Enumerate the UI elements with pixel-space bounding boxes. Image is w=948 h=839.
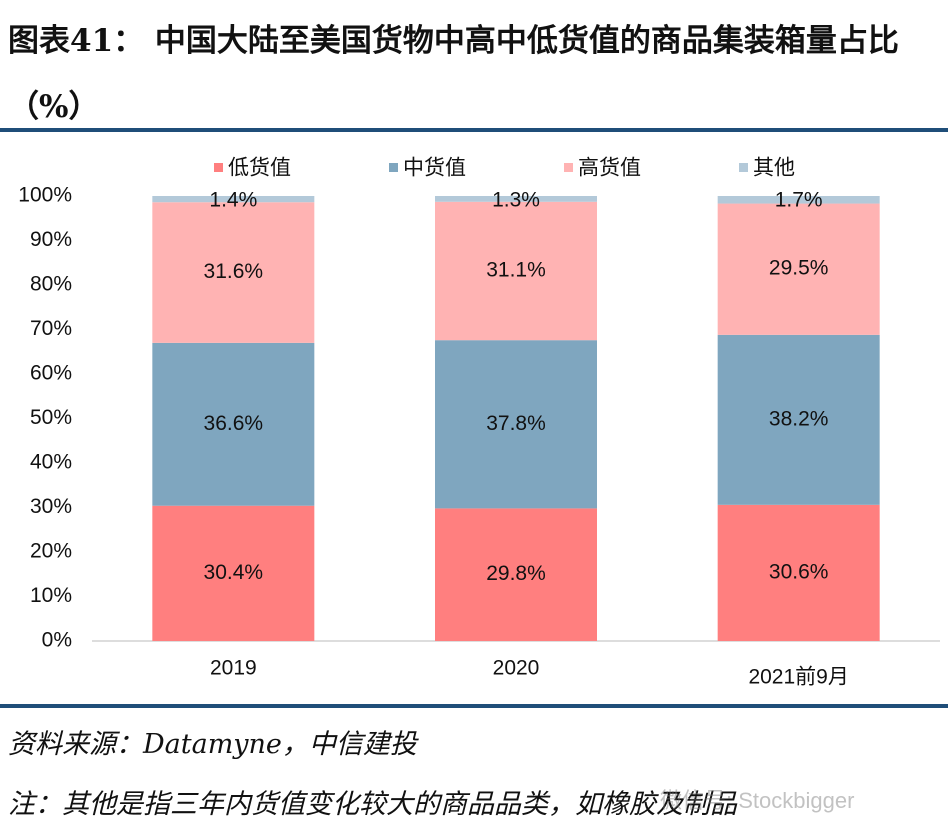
x-tick-label: 2020 [493, 657, 540, 680]
y-tick-label: 10% [30, 584, 72, 607]
legend-swatch [214, 163, 223, 172]
legend-label: 高货值 [578, 157, 641, 180]
legend-swatch [739, 163, 748, 172]
y-tick-label: 20% [30, 540, 72, 563]
y-tick-label: 100% [18, 184, 72, 207]
value-label: 38.2% [769, 407, 829, 430]
bar-segment [435, 196, 597, 202]
y-tick-label: 40% [30, 451, 72, 474]
legend-swatch [564, 163, 573, 172]
value-label: 30.6% [769, 560, 829, 583]
value-label: 36.6% [204, 412, 264, 435]
value-label: 31.1% [486, 259, 546, 282]
bar-segment [152, 342, 315, 506]
chart-title: 图表41： 中国大陆至美国货物中高中低货值的商品集装箱量占比（%） [8, 23, 899, 125]
bar-segment [717, 504, 880, 641]
bar-segment [717, 196, 880, 204]
value-label: 29.5% [769, 257, 829, 280]
value-label: 29.8% [486, 562, 546, 585]
bar-segment [717, 203, 880, 335]
value-label: 1.4% [209, 189, 257, 212]
x-tick-label: 2021前9月 [748, 666, 848, 689]
y-tick-label: 70% [30, 317, 72, 340]
x-tick-label: 2019 [210, 657, 257, 680]
bar-segment [152, 196, 315, 203]
legend-label: 低货值 [228, 157, 291, 180]
y-tick-label: 50% [30, 406, 72, 429]
bar-segment [435, 340, 597, 509]
legend-swatch [389, 163, 398, 172]
bar-segment [435, 201, 597, 341]
bar-segment [435, 508, 597, 641]
y-tick-label: 60% [30, 362, 72, 385]
bottom-rule [0, 704, 948, 708]
y-tick-label: 90% [30, 228, 72, 251]
value-label: 1.3% [492, 189, 540, 212]
y-tick-label: 30% [30, 495, 72, 518]
value-label: 30.4% [204, 561, 264, 584]
value-label: 37.8% [486, 412, 546, 435]
value-label: 1.7% [775, 189, 823, 212]
bar-segment [152, 505, 315, 641]
legend-label: 其他 [753, 157, 795, 180]
top-rule [0, 128, 948, 132]
source: 资料来源：Datamyne，中信建投 [8, 729, 417, 760]
legend-label: 中货值 [403, 157, 466, 180]
y-tick-label: 80% [30, 273, 72, 296]
bar-segment [717, 334, 880, 505]
note: 注：其他是指三年内货值变化较大的商品品类，如橡胶及制品 [8, 789, 737, 820]
value-label: 31.6% [204, 260, 264, 283]
watermark: 微信号: Stockbigger [660, 788, 855, 813]
y-tick-label: 0% [42, 629, 72, 652]
bar-segment [152, 202, 315, 343]
chart: 0% 10% 20% 30% 40% 50% 60% 70% 80% 90% 100% 低货值 中货值 高… [18, 157, 940, 689]
